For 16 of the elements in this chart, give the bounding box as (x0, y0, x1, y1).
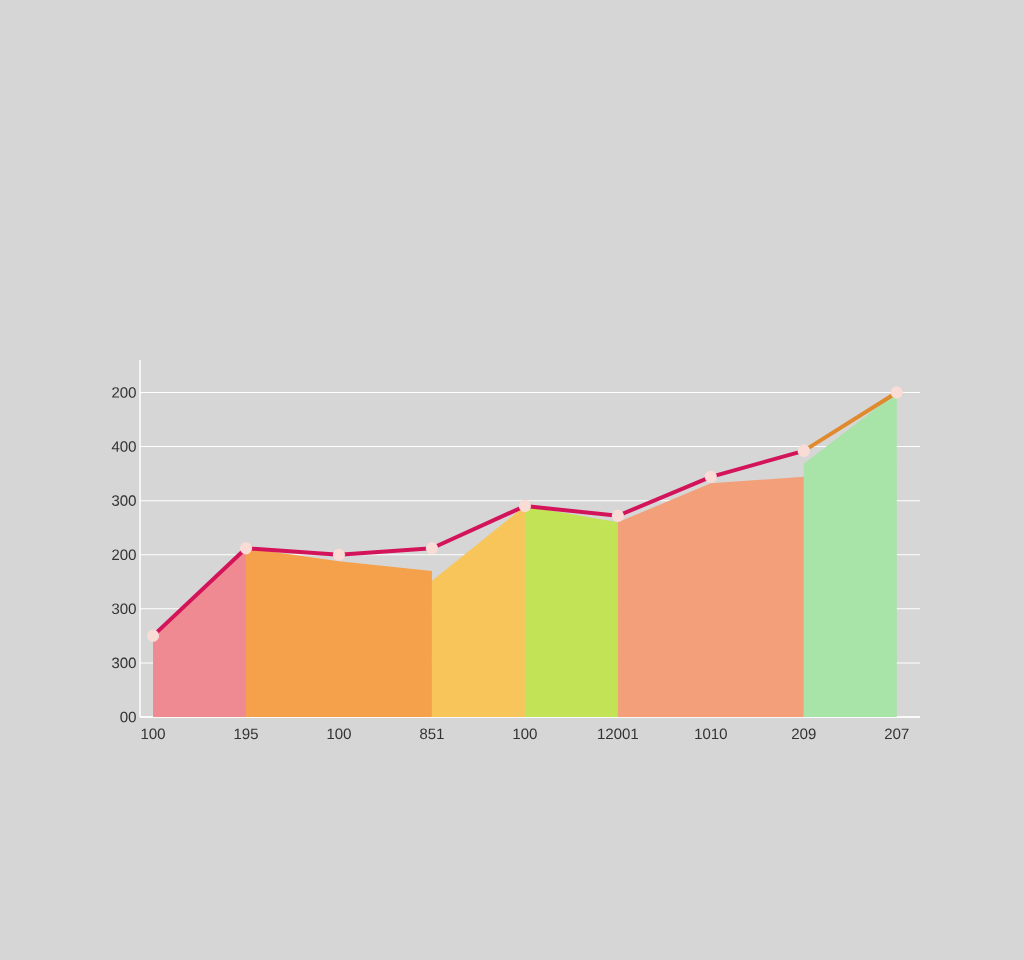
x-tick-label: 100 (513, 728, 537, 740)
text: 300 (112, 657, 136, 669)
x-tick-label: 1010 (695, 728, 727, 740)
text: 400 (111, 441, 136, 452)
text: 200 (112, 387, 136, 398)
x-tick-label: 207 (885, 728, 909, 740)
text: 200 (112, 549, 136, 561)
x-tick-label: 195 (234, 728, 258, 740)
x-tick-label: 100 (141, 728, 165, 740)
text: 300 (112, 495, 136, 506)
text: 00 (120, 711, 136, 723)
x-tick-label: 851 (420, 728, 444, 740)
x-tick-label: 12001 (598, 728, 638, 740)
x-tick-label: 100 (327, 728, 351, 740)
x-tick-label: 209 (792, 728, 816, 740)
text: 300 (112, 603, 136, 615)
